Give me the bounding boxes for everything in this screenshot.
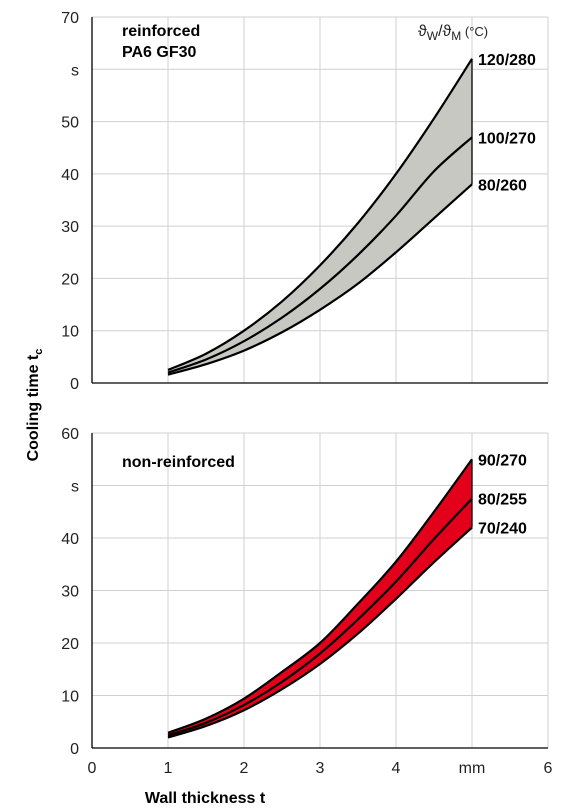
y-tick-label: 30 [61,584,79,601]
non-reinforced-panel: 0 10 20 30 40 s 60 90/270 80/255 70/240 non-reinfo… [61,426,549,758]
y-tick-label: 50 [61,115,79,132]
series-label-120-280: 120/280 [478,52,536,69]
y-tick-label: 20 [61,636,79,653]
series-label-90-270: 90/270 [478,452,527,469]
y-tick-label: 40 [61,531,79,548]
series-line-90-270 [167,458,473,734]
y-tick-label: 70 [61,10,79,27]
y-tick-label: 20 [61,271,79,288]
reinforced-panel: 0 10 20 30 40 50 s 70 120/280 100/270 80/260 reinfo… [61,10,549,393]
y-tick-label: 0 [70,376,79,393]
x-tick-label: 0 [88,760,97,777]
y-tick-label: 10 [61,324,79,341]
x-tick-label: 6 [544,760,553,777]
x-tick-label: 3 [316,760,325,777]
y-tick-label: 60 [61,426,79,443]
x-tick-label: 2 [240,760,249,777]
series-line-80-255 [167,497,473,737]
y-tick-label: 10 [61,689,79,706]
series-label-100-270: 100/270 [478,130,536,147]
legend-header: ϑW/ϑM (°C) [418,23,488,43]
y-tick-label: 30 [61,219,79,236]
x-tick-label: 4 [392,760,401,777]
y-axis-title-subscript: c [33,349,45,355]
y-tick-label: 0 [70,741,79,758]
series-label-80-260: 80/260 [478,177,527,194]
series-line-80-260 [167,183,473,376]
series-line-100-270 [167,136,473,374]
x-axis-tick-labels: 0 1 2 3 4 mm 6 [88,760,553,777]
panel-title-line: PA6 GF30 [122,44,197,61]
panel-title-line: non-reinforced [122,454,235,471]
series-label-80-255: 80/255 [478,492,527,509]
y-tick-label: 40 [61,167,79,184]
band-fill [168,58,472,375]
x-tick-label: 1 [164,760,173,777]
series-label-70-240: 70/240 [478,521,527,538]
series-line-70-240 [167,526,473,739]
y-axis-title-main: Cooling time t [25,354,42,461]
x-tick-label: mm [459,760,486,777]
series-line-120-280 [167,58,473,371]
x-axis-title: Wall thickness t [145,790,266,807]
y-tick-label: s [71,62,79,79]
y-axis-title: Cooling time tc [25,349,45,462]
panel-title-line: reinforced [122,23,200,40]
y-tick-label: s [71,479,79,496]
